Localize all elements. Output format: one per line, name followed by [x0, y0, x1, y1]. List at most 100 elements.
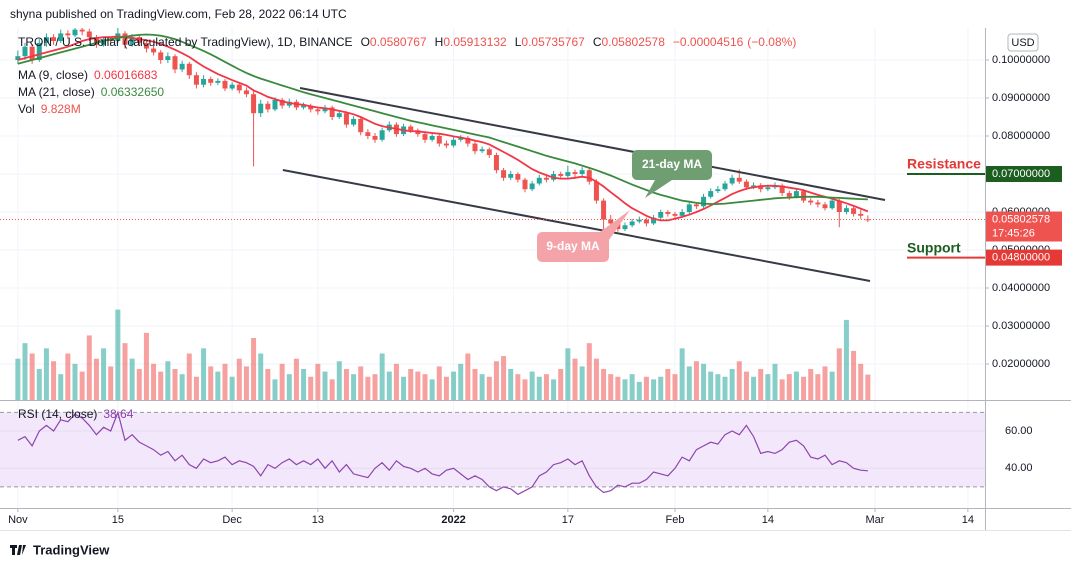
candle-body: [765, 187, 771, 190]
candle-body: [458, 137, 464, 140]
candle-body: [343, 113, 349, 125]
volume-bar: [336, 361, 342, 400]
candle-body: [443, 143, 449, 146]
volume-bar: [143, 332, 149, 400]
candle-body: [379, 130, 385, 140]
change-pct: (−0.08%): [747, 35, 796, 49]
candle-body: [308, 105, 314, 110]
volume-bar: [22, 343, 28, 400]
candle-body: [829, 200, 835, 209]
y-tick-label: 0.02000000: [992, 358, 1050, 370]
candle-body: [22, 46, 28, 57]
last-price-tag: [986, 211, 1062, 242]
volume-bar: [108, 366, 114, 400]
volume-bar: [201, 348, 207, 400]
candle-body: [236, 84, 242, 91]
volume-bar: [15, 358, 21, 400]
candle-body: [158, 52, 164, 60]
candle-body: [429, 136, 435, 140]
volume-bar: [308, 376, 314, 400]
volume-bar: [36, 369, 42, 400]
last-price-label: 0.05802578: [992, 213, 1050, 225]
candle-body: [543, 177, 549, 180]
candle-body: [336, 113, 342, 118]
volume-bar: [508, 369, 514, 400]
callout-box: [632, 150, 712, 180]
volume-bar: [793, 371, 799, 400]
volume-bar: [343, 369, 349, 400]
ohlc-value: 0.0580767: [370, 35, 427, 49]
footer-logo: TradingView: [10, 542, 110, 557]
legend-name: MA (9, close): [18, 68, 88, 82]
candle-body: [358, 118, 364, 133]
candle-body: [751, 185, 757, 188]
volume-bar: [858, 363, 864, 400]
currency-box: [1007, 33, 1039, 52]
volume-bar: [393, 363, 399, 400]
ma-line: [17, 33, 868, 205]
candle-body: [508, 174, 514, 178]
volume-bar: [272, 379, 278, 400]
volume-bar: [679, 348, 685, 400]
y-tick-label: 0.03000000: [992, 320, 1050, 332]
volume-bar: [279, 363, 285, 400]
volume-bar: [129, 358, 135, 400]
volume-bar: [265, 369, 271, 400]
volume-bar: [422, 374, 428, 400]
volume-bar: [693, 361, 699, 400]
level-tag: [986, 249, 1062, 266]
legend-row: MA (9, close) 0.06016683: [18, 68, 158, 82]
callout-text: 21-day MA: [642, 157, 702, 171]
volume-bar: [351, 374, 357, 400]
volume-bar: [229, 376, 235, 400]
rsi-band: [0, 412, 985, 487]
candle-body: [58, 33, 64, 41]
candle-body: [579, 170, 585, 175]
volume-bar: [329, 379, 335, 400]
candle-body: [36, 42, 42, 60]
candle-body: [86, 31, 92, 38]
level-tag-label: 0.07000000: [992, 168, 1050, 180]
candle-body: [243, 90, 249, 95]
volume-bar: [43, 348, 49, 400]
candle-body: [422, 134, 428, 140]
candle-body: [493, 155, 499, 171]
candle-body: [151, 48, 157, 53]
candle-body: [593, 181, 599, 201]
volume-bar: [451, 371, 457, 400]
volume-bar: [429, 379, 435, 400]
volume-bar: [579, 366, 585, 400]
legend-row: Vol 9.828M: [18, 102, 81, 116]
volume-bar: [715, 374, 721, 400]
volume-bar: [322, 371, 328, 400]
volume-bar: [365, 376, 371, 400]
candle-body: [572, 172, 578, 175]
legend-value: 9.828M: [41, 102, 81, 116]
legend-row: MA (21, close) 0.06332650: [18, 85, 164, 99]
volume-bar: [758, 369, 764, 400]
candle-body: [201, 78, 207, 85]
volume-bar: [586, 343, 592, 400]
candle-body: [515, 174, 521, 180]
volume-bar: [151, 363, 157, 400]
volume-bar: [222, 363, 228, 400]
candle-body: [693, 204, 699, 207]
channel-line: [282, 169, 871, 282]
ohlc-value: 0.05913132: [443, 35, 507, 49]
candle-body: [72, 29, 78, 36]
volume-bar: [572, 358, 578, 400]
candle-body: [122, 33, 128, 45]
volume-bar: [186, 353, 192, 400]
candle-body: [258, 103, 264, 114]
candle-body: [15, 56, 21, 60]
volume-bar: [615, 376, 621, 400]
candle-body: [808, 200, 814, 203]
volume-bar: [243, 366, 249, 400]
candle-body: [701, 196, 707, 207]
rsi-tick-label: 40.00: [1005, 462, 1033, 474]
ohlc-key: C: [593, 35, 602, 49]
ohlc-key: L: [515, 35, 522, 49]
candle-body: [101, 39, 107, 45]
candle-body: [586, 170, 592, 182]
volume-bar: [286, 374, 292, 400]
